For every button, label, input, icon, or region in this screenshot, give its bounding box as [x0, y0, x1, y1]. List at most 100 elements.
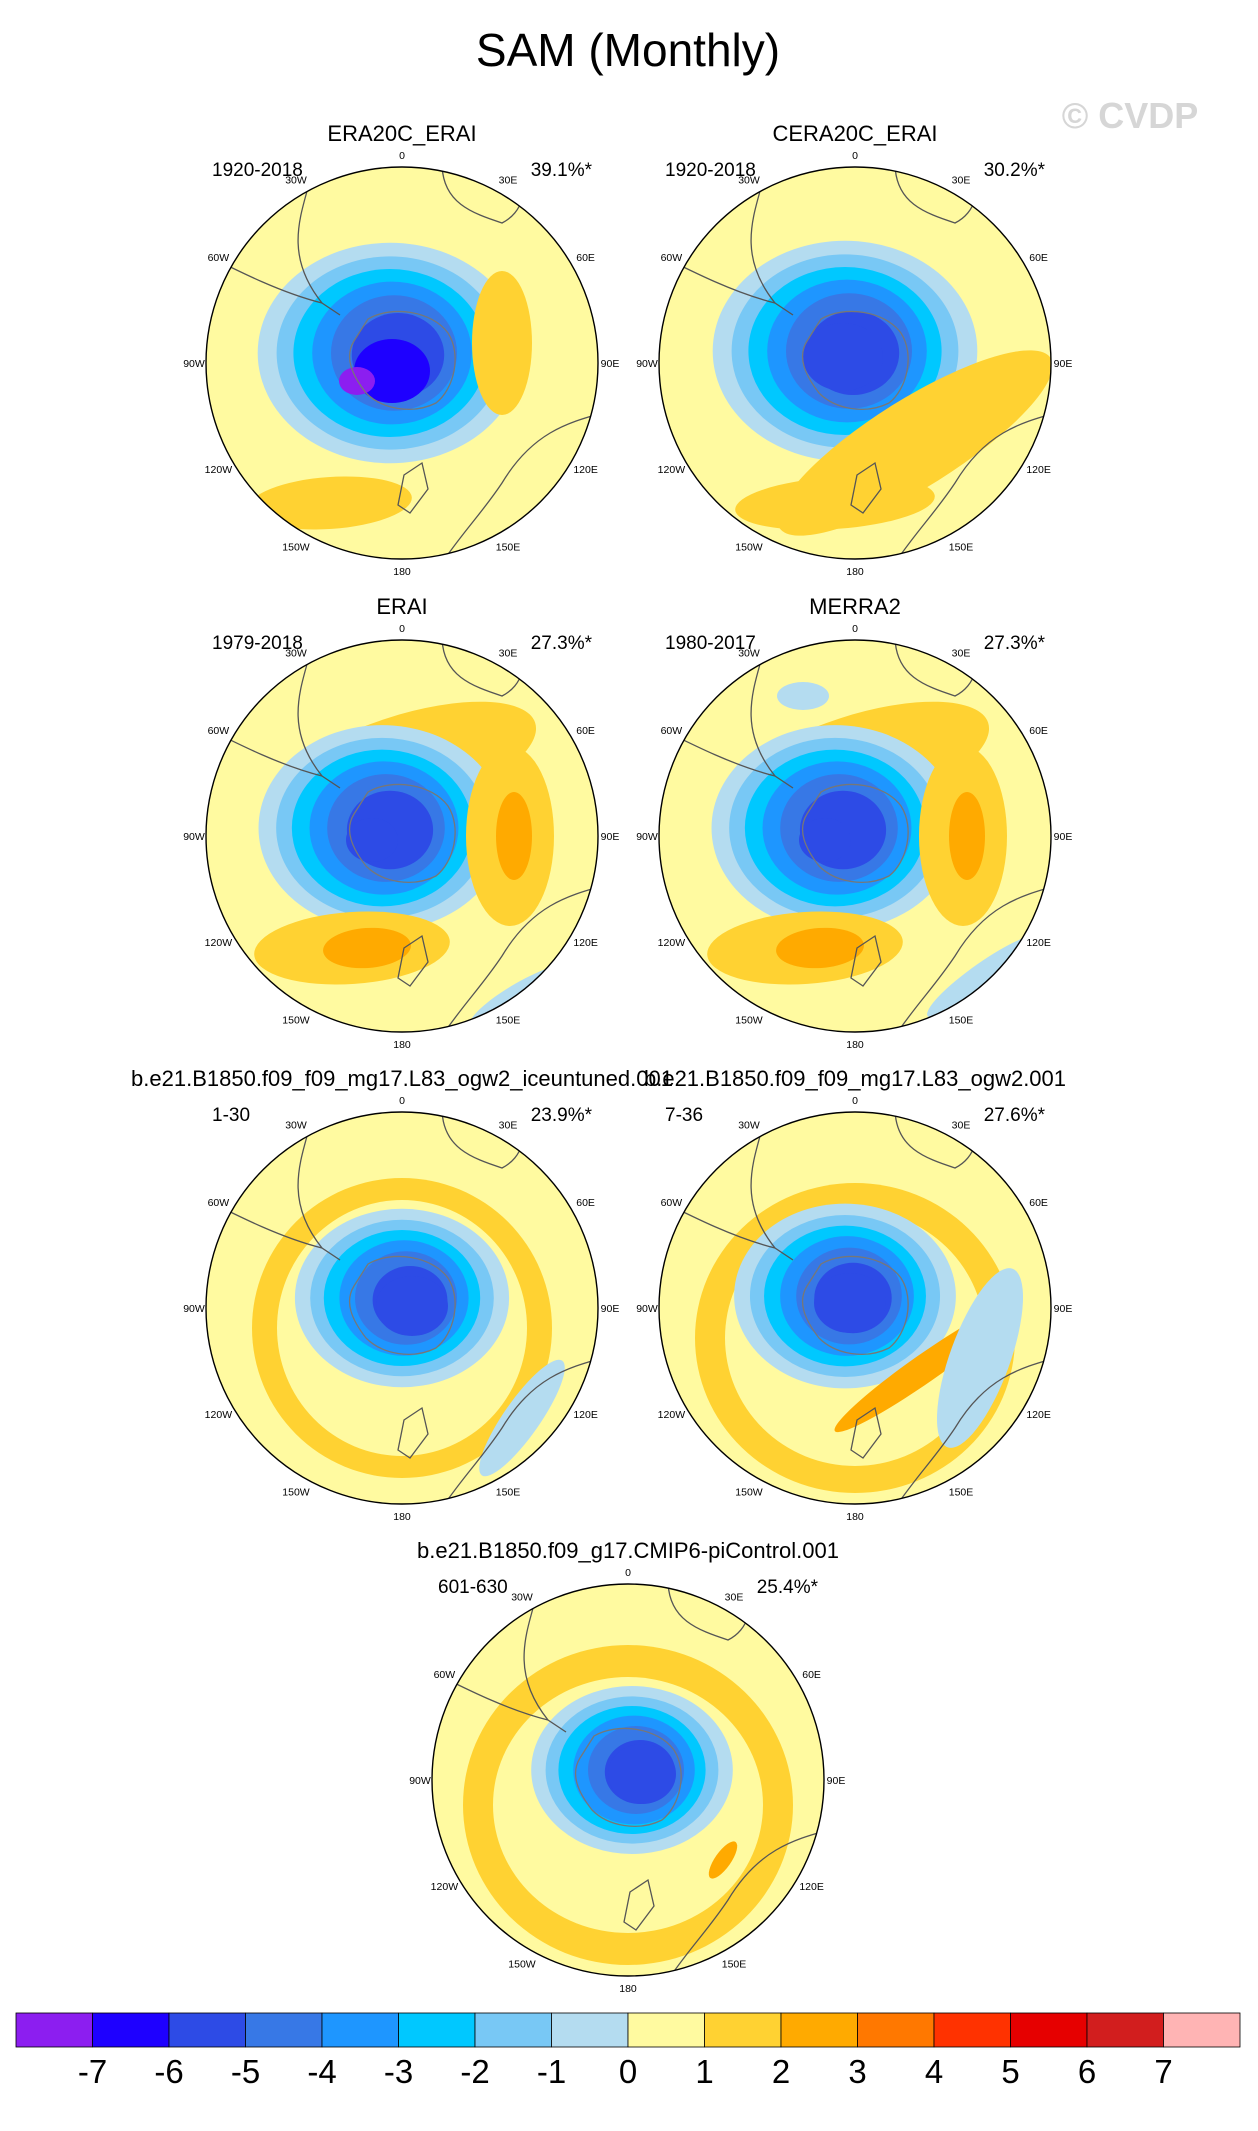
colorbar-label: -7	[78, 2053, 107, 2090]
panel-explained-variance: 27.3%*	[984, 633, 1046, 654]
colorbar-label: -5	[231, 2053, 260, 2090]
antarctica-coast	[802, 310, 909, 410]
new-zealand-coast	[623, 1878, 655, 1931]
contour-region	[949, 792, 985, 880]
lon-label: 60E	[1029, 725, 1048, 737]
contour-region	[776, 927, 864, 969]
lon-label: 60E	[576, 725, 595, 737]
lon-label: 0	[399, 623, 405, 635]
lon-label: 30E	[499, 647, 518, 659]
lon-label: 90E	[1054, 831, 1073, 843]
colorbar-label: -4	[307, 2053, 336, 2090]
map-border	[658, 166, 1052, 560]
lon-label: 60E	[1029, 252, 1048, 264]
new-zealand-coast	[397, 461, 429, 514]
panel-5: b.e21.B1850.f09_f09_mg17.L83_ogw2.001 7-3…	[636, 1066, 1072, 1523]
australia-coast	[894, 885, 1051, 1032]
contour-region	[735, 476, 935, 530]
lon-label: 120E	[573, 937, 598, 949]
lon-label: 0	[399, 1095, 405, 1107]
panel-2: ERAI 1979-2018 27.3%* 0 30E 60E 90E 120E 150E 180…	[183, 594, 619, 1051]
lon-label: 60W	[208, 1197, 230, 1209]
lon-label: 120E	[1026, 937, 1051, 949]
lon-label: 90W	[636, 831, 658, 843]
lon-label: 30E	[499, 1119, 518, 1131]
lon-label: 0	[625, 1567, 631, 1579]
contour-region	[339, 367, 375, 395]
lon-label: 150E	[496, 1015, 521, 1027]
lon-label: 90E	[827, 1775, 846, 1787]
lon-label: 90E	[601, 358, 620, 370]
lon-label: 90E	[1054, 1303, 1073, 1315]
lon-label: 150W	[282, 1487, 310, 1499]
panel-explained-variance: 25.4%*	[757, 1577, 819, 1598]
panel-title: b.e21.B1850.f09_f09_mg17.L83_ogw2_iceunt…	[131, 1066, 673, 1091]
colorbar-label: -6	[154, 2053, 183, 2090]
antarctica-coast	[349, 310, 456, 410]
panel-period: 1920-2018	[665, 160, 756, 181]
antarctica-coast	[802, 783, 909, 883]
colorbar-swatch	[245, 2012, 323, 2048]
lon-label: 120W	[205, 1409, 233, 1421]
lon-label: 120W	[205, 464, 233, 476]
contour-region	[936, 1268, 1024, 1448]
lon-label: 90W	[183, 831, 205, 843]
lon-label: 150W	[282, 1015, 310, 1027]
new-zealand-coast	[397, 934, 429, 987]
lon-label: 90W	[183, 358, 205, 370]
lon-label: 60W	[208, 725, 230, 737]
colorbar-swatch	[474, 2012, 552, 2048]
lon-label: 60E	[576, 1197, 595, 1209]
antarctica-coast	[575, 1727, 682, 1827]
panel-title: ERAI	[376, 594, 427, 619]
colorbar-swatch	[1086, 2012, 1164, 2048]
contour-region	[496, 792, 532, 880]
panel-explained-variance: 23.9%*	[531, 1105, 593, 1126]
lon-label: 30E	[952, 647, 971, 659]
contour-region	[608, 1744, 676, 1804]
lon-label: 90W	[183, 1303, 205, 1315]
lon-label: 30W	[285, 1119, 307, 1131]
contour-region	[376, 1276, 448, 1336]
contour-region	[346, 818, 398, 862]
lon-label: 90W	[636, 358, 658, 370]
lon-label: 30E	[952, 1119, 971, 1131]
lon-label: 30W	[738, 647, 760, 659]
lon-label: 0	[399, 150, 405, 162]
panel-period: 1979-2018	[212, 633, 303, 654]
colorbar-swatch	[92, 2012, 170, 2048]
lon-label: 180	[393, 566, 411, 578]
panel-0: ERA20C_ERAI 1920-2018 39.1%* 0 30E 60E 90E 120E…	[183, 121, 620, 578]
lon-label: 120E	[799, 1881, 824, 1893]
lon-label: 30E	[725, 1591, 744, 1603]
lon-label: 180	[393, 1039, 411, 1051]
panel-explained-variance: 39.1%*	[531, 160, 593, 181]
figure-title: SAM (Monthly)	[476, 24, 780, 76]
lon-label: 150E	[496, 542, 521, 554]
colorbar-label: 3	[848, 2053, 866, 2090]
panel-1: CERA20C_ERAI 1920-2018 30.2%* 0 30E 60E 90E 120…	[636, 121, 1072, 578]
lon-label: 30W	[285, 647, 307, 659]
lon-label: 30W	[285, 174, 307, 186]
colorbar-swatch	[321, 2012, 399, 2048]
panel-period: 1920-2018	[212, 160, 303, 181]
lon-label: 90W	[636, 1303, 658, 1315]
colorbar-label: 1	[695, 2053, 713, 2090]
contour-field	[659, 640, 1051, 1032]
lon-label: 30W	[738, 174, 760, 186]
lon-label: 60W	[661, 1197, 683, 1209]
lon-label: 120E	[573, 1409, 598, 1421]
lon-label: 120E	[1026, 1409, 1051, 1421]
contour-region	[248, 476, 412, 530]
panel-period: 1980-2017	[665, 633, 756, 654]
lon-label: 0	[852, 1095, 858, 1107]
antarctica-coast	[349, 1255, 456, 1355]
panel-title: MERRA2	[809, 594, 901, 619]
panel-period: 7-36	[665, 1105, 703, 1126]
colorbar: -7 -6 -5 -4 -3 -2 -1 0 1 2 3 4 5 6 7	[15, 2012, 1241, 2090]
australia-coast	[441, 412, 598, 559]
lon-label: 150W	[508, 1959, 536, 1971]
lon-label: 60W	[661, 725, 683, 737]
colorbar-swatch	[780, 2012, 858, 2048]
